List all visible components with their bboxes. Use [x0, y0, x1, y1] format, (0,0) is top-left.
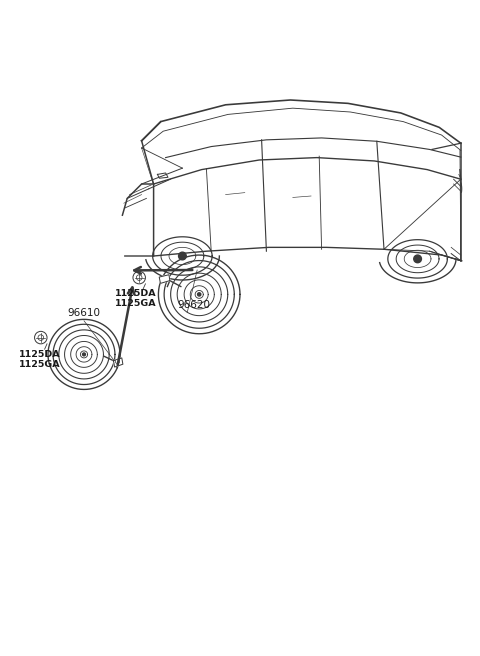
Text: 1125DA: 1125DA — [19, 350, 61, 359]
Circle shape — [414, 255, 421, 262]
Circle shape — [35, 331, 47, 344]
Text: 96610: 96610 — [68, 308, 100, 318]
Text: 1125GA: 1125GA — [19, 360, 61, 369]
Polygon shape — [159, 275, 170, 283]
Circle shape — [83, 353, 85, 356]
Circle shape — [115, 359, 120, 363]
Text: 96620: 96620 — [178, 300, 211, 310]
Text: 1125DA: 1125DA — [115, 289, 157, 298]
Polygon shape — [113, 358, 123, 367]
Circle shape — [179, 252, 186, 260]
Circle shape — [198, 293, 201, 296]
Text: 1125GA: 1125GA — [115, 299, 157, 308]
Circle shape — [133, 272, 145, 284]
